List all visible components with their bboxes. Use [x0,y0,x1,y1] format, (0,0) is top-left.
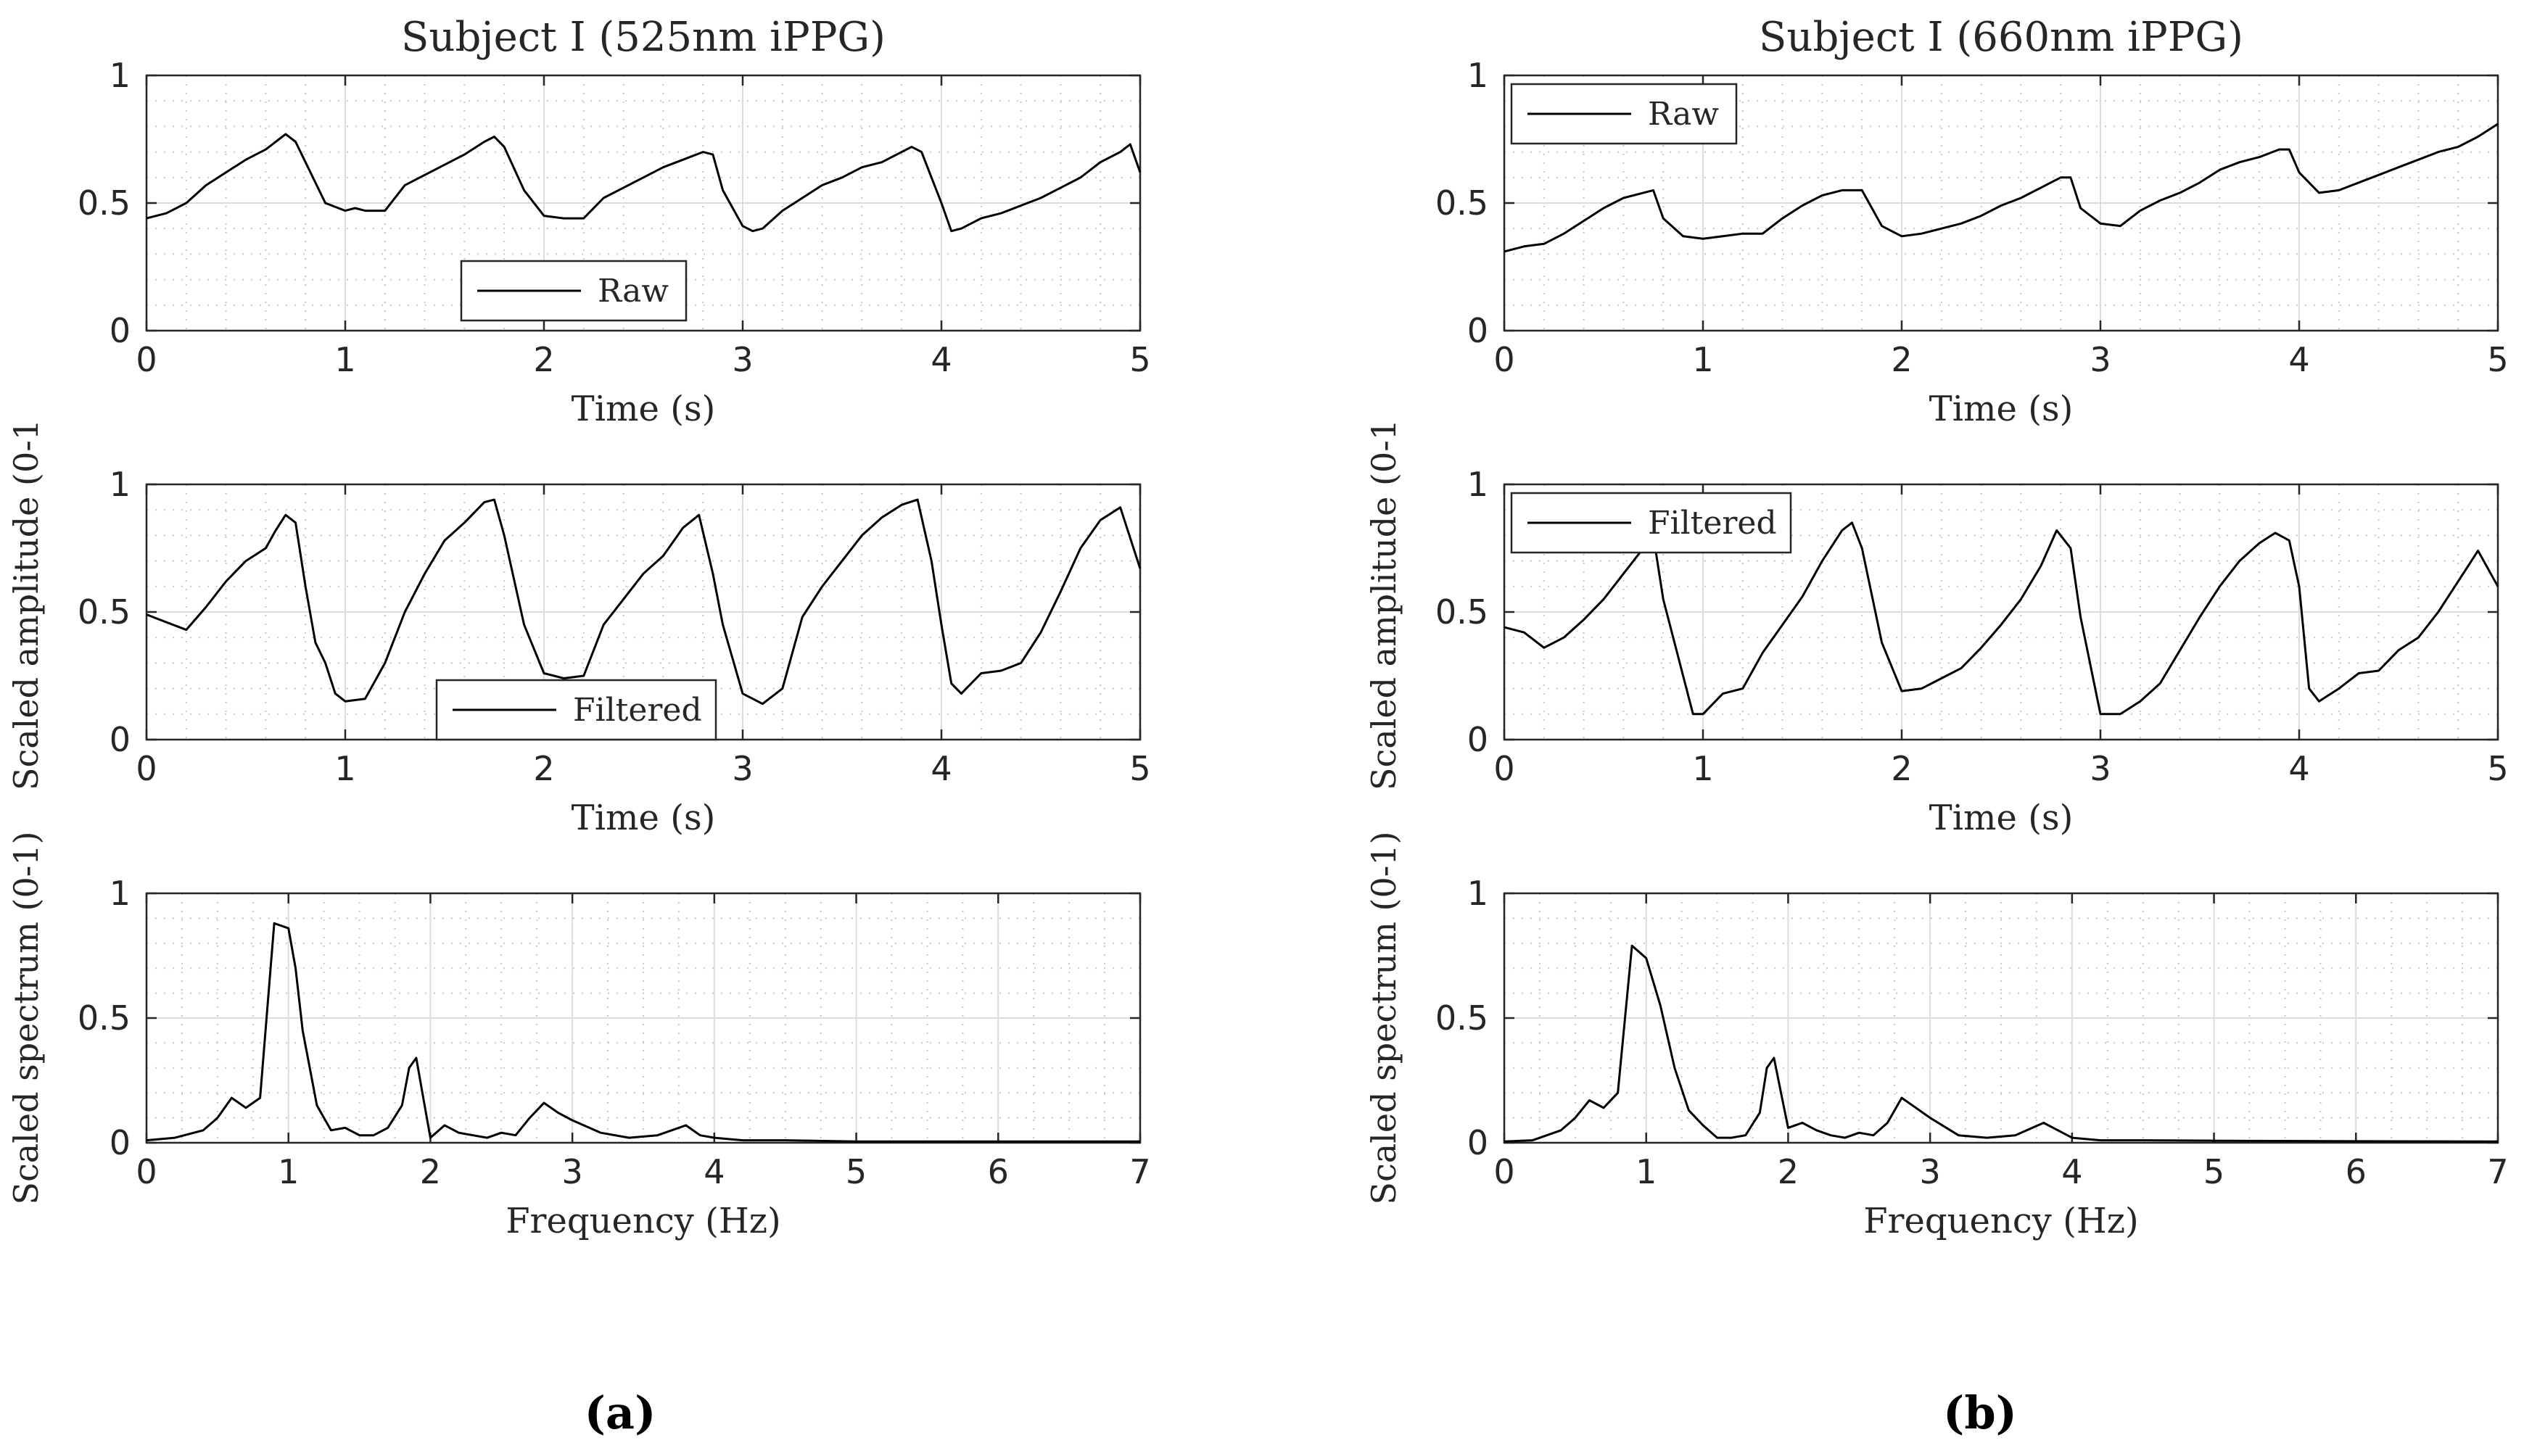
chart-panel-a2: 0 1 2 3 4 5 0 0.5 1 Time (s) Scaled amplitude (0-1… [7,419,1151,838]
legend: Raw [460,260,688,322]
x-tick-label: 5 [2203,1152,2224,1191]
subfigure-caption-a: (a) [585,1386,656,1439]
x-tick-label: 5 [1129,340,1150,379]
x-tick-label: 2 [1778,1152,1799,1191]
x-tick-label: 1 [334,749,355,788]
y-tick-label: 0 [1467,720,1488,759]
x-tick-label: 3 [732,749,753,788]
y-tick-label: 0 [110,720,131,759]
legend: Raw [1510,83,1738,145]
y-tick-label: 0.5 [1435,998,1488,1038]
x-tick-label: 7 [1129,1152,1150,1191]
y-tick-label: 0 [110,311,131,350]
x-axis-label: Time (s) [572,389,716,429]
x-tick-label: 3 [2090,340,2111,379]
x-tick-label: 2 [420,1152,441,1191]
x-tick-label: 1 [1692,749,1713,788]
y-axis-label: Scaled amplitude (0-1 [7,419,46,790]
y-tick-label: 0.5 [78,592,131,632]
chart-panel-b1: 0 1 2 3 4 5 0 0.5 1 Subject I (660nm iPPG) Time (s… [1435,14,2509,429]
legend-label: Filtered [573,692,702,729]
x-tick-label: 1 [278,1152,299,1191]
chart-panel-b3: 0 1 2 3 4 5 6 7 0 0.5 1 Frequency (Hz) Scaled spectr… [1364,831,2509,1241]
x-tick-label: 5 [2487,749,2508,788]
x-tick-label: 3 [1920,1152,1941,1191]
y-tick-label: 0 [1467,1123,1488,1162]
y-axis-label: Scaled spectrum (0-1) [1364,831,1403,1204]
y-tick-label: 1 [1467,465,1488,504]
x-tick-label: 5 [2487,340,2508,379]
x-tick-label: 4 [2061,1152,2082,1191]
x-tick-label: 2 [1891,749,1912,788]
x-axis-label: Time (s) [1929,389,2074,429]
x-tick-label: 6 [2346,1152,2367,1191]
chart-title: Subject I (525nm iPPG) [401,14,886,61]
x-tick-label: 0 [1493,340,1514,379]
x-tick-label: 1 [334,340,355,379]
legend-label: Filtered [1648,505,1777,542]
x-tick-label: 2 [1891,340,1912,379]
y-tick-label: 0 [110,1123,131,1162]
x-tick-label: 2 [533,340,554,379]
legend-label: Raw [1648,96,1719,133]
y-axis-label: Scaled amplitude (0-1 [1364,419,1403,790]
x-tick-label: 1 [1692,340,1713,379]
x-tick-label: 4 [931,340,952,379]
x-axis-label: Time (s) [1929,798,2074,838]
y-tick-label: 0.5 [1435,183,1488,223]
chart-panel-a3: 0 1 2 3 4 5 6 7 0 0.5 1 Frequency (Hz) Scaled spectr… [7,831,1151,1241]
x-tick-label: 0 [1493,749,1514,788]
x-tick-label: 0 [136,749,157,788]
x-tick-label: 0 [136,1152,157,1191]
y-tick-label: 1 [110,874,131,913]
x-tick-label: 2 [533,749,554,788]
x-tick-label: 4 [931,749,952,788]
x-tick-label: 4 [2288,749,2309,788]
legend: Filtered [1510,492,1792,554]
x-tick-label: 6 [988,1152,1009,1191]
x-tick-label: 5 [846,1152,867,1191]
legend-box [435,679,717,741]
series-line-raw [1504,123,2499,253]
series-line-spectrum [146,922,1140,1143]
x-tick-label: 0 [136,340,157,379]
series-line-raw [146,133,1142,233]
legend-label: Raw [598,273,669,310]
subfigure-caption-b: (b) [1943,1386,2017,1439]
x-axis-label: Time (s) [572,798,716,838]
x-tick-label: 3 [2090,749,2111,788]
chart-panel-b2: 0 1 2 3 4 5 0 0.5 1 Time (s) Scaled amplitude (0-1… [1364,419,2509,838]
y-tick-label: 0.5 [78,183,131,223]
chart-panel-a1: 0 1 2 3 4 5 0 0.5 1 Subject I (525nm iPPG) Time (s… [78,14,1151,429]
y-axis-label: Scaled spectrum (0-1) [7,831,46,1204]
x-tick-label: 4 [2288,340,2309,379]
x-tick-label: 7 [2487,1152,2508,1191]
y-tick-label: 1 [110,465,131,504]
y-tick-label: 1 [110,56,131,95]
x-tick-label: 0 [1493,1152,1514,1191]
x-axis-label: Frequency (Hz) [506,1201,780,1241]
x-tick-label: 3 [732,340,753,379]
x-tick-label: 3 [562,1152,583,1191]
y-tick-label: 1 [1467,874,1488,913]
x-axis-label: Frequency (Hz) [1863,1201,2138,1241]
y-tick-label: 0.5 [78,998,131,1038]
y-tick-label: 0.5 [1435,592,1488,632]
y-tick-label: 0 [1467,311,1488,350]
y-tick-label: 1 [1467,56,1488,95]
x-tick-label: 1 [1636,1152,1657,1191]
panels-group: 0 1 2 3 4 5 0 0.5 1 Subject I (525nm iPPG) Time (s… [7,14,2509,1241]
series-line-filtered [146,498,1142,706]
series-line-spectrum [1504,944,2499,1143]
x-tick-label: 4 [704,1152,725,1191]
x-tick-label: 5 [1129,749,1150,788]
chart-title: Subject I (660nm iPPG) [1759,14,2243,61]
series-line-filtered [1504,521,2499,716]
legend: Filtered [435,679,717,741]
